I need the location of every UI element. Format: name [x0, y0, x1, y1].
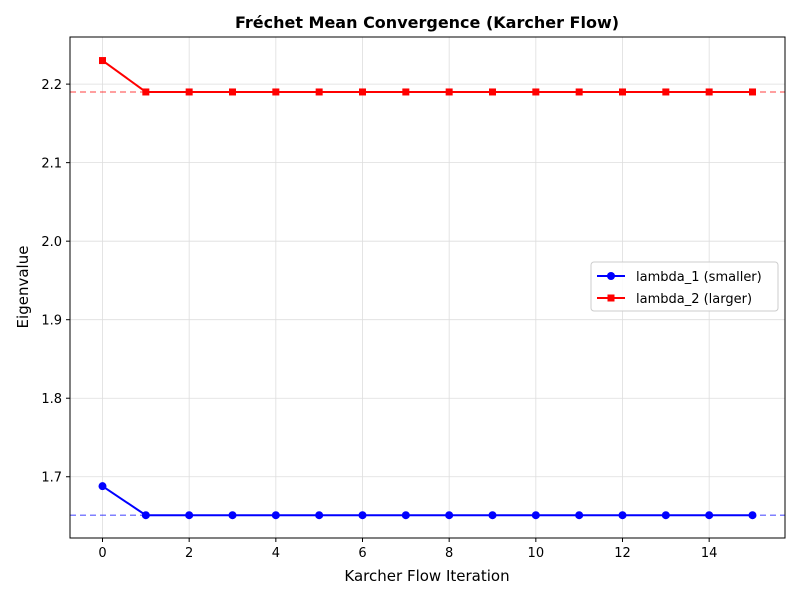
x-tick-label: 6: [358, 546, 366, 561]
data-point: [445, 88, 453, 96]
series-line-1: [101, 485, 753, 517]
x-tick-label: 0: [98, 546, 106, 561]
data-point: [618, 511, 627, 520]
data-point: [359, 88, 366, 96]
data-point: [99, 57, 106, 65]
data-point: [661, 511, 670, 520]
data-point: [98, 482, 107, 491]
data-point: [705, 511, 714, 520]
chart-title: Fréchet Mean Convergence (Karcher Flow): [235, 13, 619, 32]
legend: lambda_1 (smaller) lambda_2 (larger): [590, 261, 779, 312]
legend-marker-lambda-2: [607, 294, 615, 302]
data-point: [575, 88, 583, 96]
x-tick-label: 2: [185, 546, 193, 561]
x-tick-label: 8: [445, 546, 453, 561]
data-point: [662, 88, 670, 96]
data-point: [141, 511, 150, 520]
data-point: [705, 88, 713, 96]
legend-label-lambda-2: lambda_2 (larger): [636, 292, 752, 307]
y-tick-label: 2.2: [41, 78, 62, 93]
x-tick-label: 10: [528, 546, 545, 561]
legend-marker-lambda-1: [607, 272, 615, 280]
x-tick-label: 12: [614, 546, 631, 561]
data-point: [185, 511, 194, 520]
y-tick-label: 1.7: [41, 471, 62, 486]
data-point: [445, 511, 454, 520]
plot-frame: [69, 36, 786, 539]
data-point: [185, 88, 193, 96]
x-axis-label: Karcher Flow Iteration: [344, 567, 509, 585]
data-point: [229, 88, 236, 96]
data-point: [532, 88, 540, 96]
y-tick-label: 1.8: [41, 392, 62, 407]
x-tick-label: 4: [272, 546, 280, 561]
data-point: [619, 88, 626, 96]
x-tick-label: 14: [701, 546, 718, 561]
legend-entry-lambda-1: lambda_1 (smaller): [597, 270, 762, 285]
grid: [70, 37, 785, 538]
legend-label-lambda-1: lambda_1 (smaller): [636, 270, 762, 285]
data-point: [402, 88, 410, 96]
data-point: [228, 511, 237, 520]
data-point: [315, 511, 324, 520]
data-point: [272, 88, 280, 96]
data-point: [271, 511, 280, 520]
data-point: [315, 88, 323, 96]
legend-box: [590, 261, 779, 312]
y-tick-label: 2.1: [41, 157, 62, 172]
y-tick-label: 1.9: [41, 314, 62, 329]
series-line-2: [101, 59, 753, 93]
x-axis-ticks: 0 2 4 6 8 10 12 14: [98, 538, 717, 561]
data-point: [749, 88, 756, 96]
series-layer: [98, 57, 757, 520]
y-axis-label: Eigenvalue: [14, 246, 32, 329]
data-point: [748, 511, 757, 520]
data-point: [358, 511, 367, 520]
data-point: [575, 511, 584, 520]
data-point: [489, 88, 496, 96]
data-point: [488, 511, 497, 520]
data-point: [401, 511, 410, 520]
y-axis-ticks: 1.7 1.8 1.9 2.0 2.1 2.2: [41, 78, 70, 486]
data-point: [142, 88, 150, 96]
data-point: [531, 511, 540, 520]
legend-entry-lambda-2: lambda_2 (larger): [597, 292, 752, 307]
y-tick-label: 2.0: [41, 235, 62, 250]
